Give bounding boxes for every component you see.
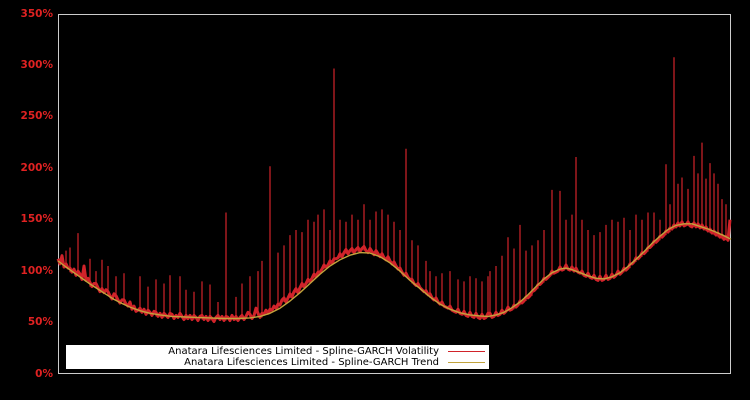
y-axis-tick-label: 300% <box>20 58 53 71</box>
volatility-spikes <box>65 57 727 321</box>
legend-label-volatility: Anatara Lifesciences Limited - Spline-GA… <box>168 346 439 357</box>
volatility-legend-line-icon <box>448 351 485 352</box>
plot-border <box>58 14 731 374</box>
legend-label-trend: Anatara Lifesciences Limited - Spline-GA… <box>184 357 439 368</box>
trend-series <box>57 223 732 320</box>
legend: Anatara Lifesciences Limited - Spline-GA… <box>66 345 489 369</box>
y-axis-tick-label: 350% <box>20 7 53 20</box>
y-axis-tick-label: 150% <box>20 213 53 226</box>
y-axis-tick-label: 100% <box>20 264 53 277</box>
y-axis-tick-label: 250% <box>20 110 53 123</box>
y-axis-tick-label: 0% <box>35 367 53 380</box>
legend-row-volatility: Anatara Lifesciences Limited - Spline-GA… <box>66 346 489 357</box>
y-axis-tick-label: 50% <box>27 316 53 329</box>
trend-legend-line-icon <box>448 362 485 363</box>
legend-row-trend: Anatara Lifesciences Limited - Spline-GA… <box>66 357 489 368</box>
y-axis-tick-label: 200% <box>20 161 53 174</box>
